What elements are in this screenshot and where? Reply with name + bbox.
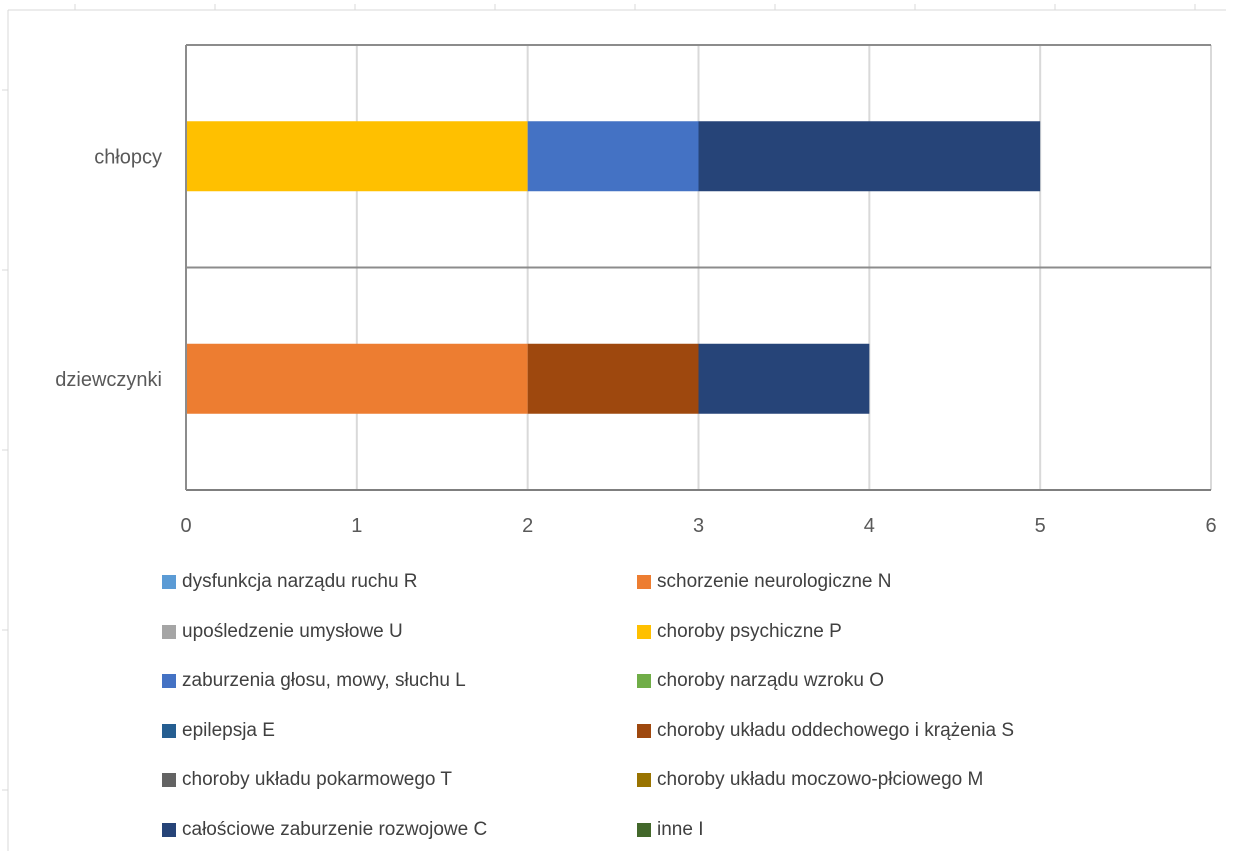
legend-swatch — [637, 822, 651, 837]
legend-label: choroby układu pokarmowego T — [182, 769, 453, 790]
legend-item: inne I — [637, 818, 703, 842]
legend-swatch — [637, 575, 651, 589]
bar-segment — [527, 343, 699, 414]
legend-swatch — [162, 723, 176, 738]
legend-item: upośledzenie umysłowe U — [162, 620, 403, 644]
legend-item: zaburzenia głosu, mowy, słuchu L — [162, 669, 466, 693]
bar-segment — [527, 121, 699, 192]
legend-item: choroby narządu wzroku O — [637, 669, 884, 693]
labels: 0 1 2 3 4 5 6 chłopcy dziewczynki — [55, 146, 1216, 537]
legend-label: choroby narządu wzroku O — [657, 670, 885, 691]
x-tick-label: 2 — [522, 515, 533, 537]
x-tick-label: 0 — [180, 515, 191, 537]
x-tick-label: 4 — [864, 515, 875, 537]
x-tick-label: 1 — [351, 515, 362, 537]
bar-segment — [186, 121, 528, 192]
legend-label: dysfunkcja narządu ruchu R — [182, 571, 418, 592]
legend-item: choroby układu moczowo-płciowego M — [637, 768, 983, 792]
x-tick-label: 3 — [693, 515, 704, 537]
legend-swatch — [637, 624, 651, 639]
legend-label: inne I — [657, 818, 704, 840]
x-tick-label: 5 — [1035, 515, 1046, 537]
legend-item: schorzenie neurologiczne N — [637, 570, 891, 594]
legend-label: zaburzenia głosu, mowy, słuchu L — [182, 670, 466, 691]
legend-label: choroby układu moczowo-płciowego M — [657, 769, 984, 790]
bar-segment — [698, 343, 870, 414]
legend-item: dysfunkcja narządu ruchu R — [162, 570, 418, 594]
legend-item: choroby układu pokarmowego T — [162, 768, 452, 792]
legend-item: epilepsja E — [162, 719, 275, 743]
x-tick-label: 6 — [1205, 515, 1216, 537]
legend-label: całościowe zaburzenie rozwojowe C — [182, 818, 488, 840]
category-label: chłopcy — [94, 146, 162, 168]
legend-swatch — [162, 822, 176, 837]
bars — [186, 121, 1041, 414]
axes — [185, 44, 1211, 491]
legend-label: upośledzenie umysłowe U — [182, 620, 403, 642]
legend-label: choroby psychiczne P — [657, 620, 842, 642]
legend-swatch — [162, 575, 176, 589]
legend-item: choroby układu oddechowego i krążenia S — [637, 719, 1014, 743]
category-label: dziewczynki — [55, 369, 162, 391]
legend-swatch — [162, 624, 176, 639]
legend-label: schorzenie neurologiczne N — [657, 571, 892, 592]
legend-swatch — [637, 723, 651, 738]
bar-segment — [186, 343, 528, 414]
legend-label: epilepsja E — [182, 719, 275, 741]
legend-label: choroby układu oddechowego i krążenia S — [657, 719, 1015, 741]
legend-swatch — [637, 674, 651, 688]
bar-segment — [698, 121, 1041, 192]
legend-swatch — [162, 773, 176, 787]
legend-item: całościowe zaburzenie rozwojowe C — [162, 818, 487, 842]
legend-item: choroby psychiczne P — [637, 620, 842, 644]
chart-frame — [2, 4, 1226, 851]
legend-swatch — [162, 674, 176, 688]
legend-swatch — [637, 773, 651, 787]
